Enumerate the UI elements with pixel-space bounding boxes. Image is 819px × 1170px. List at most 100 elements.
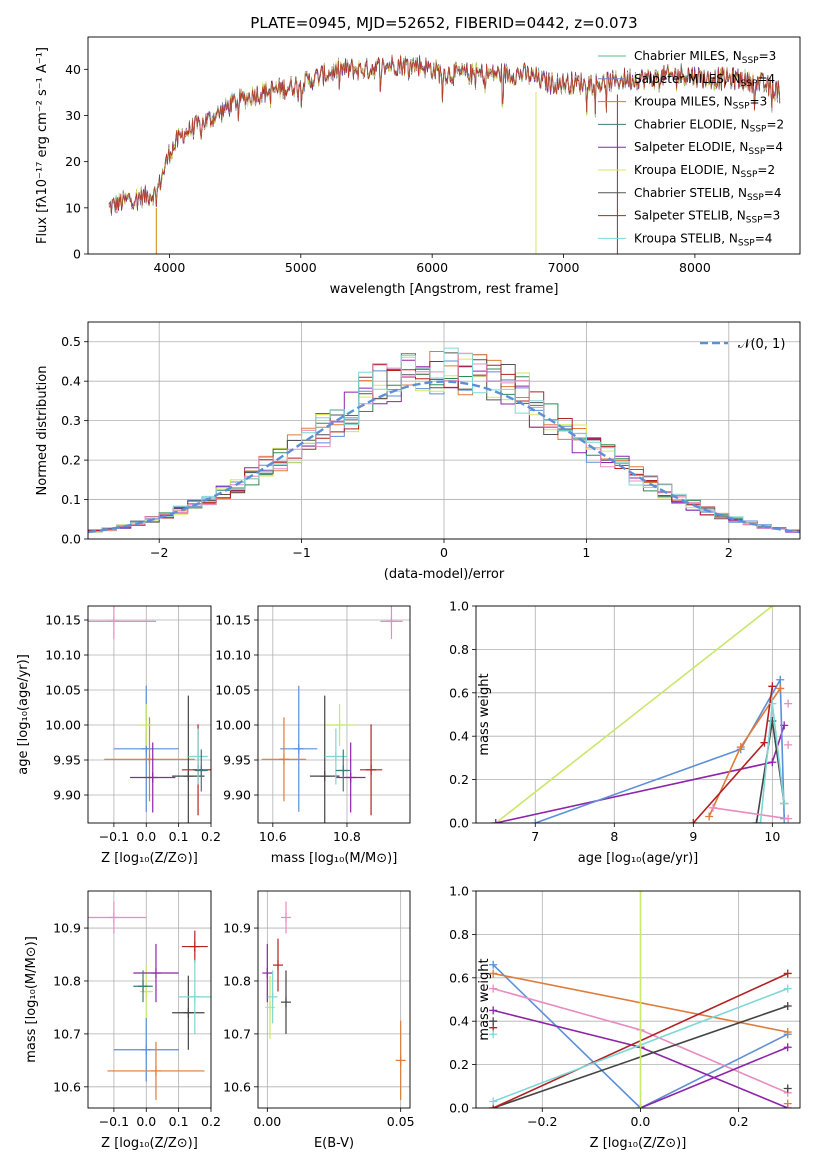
data-point: [380, 606, 403, 639]
y-tick-label: 0.0: [449, 1101, 469, 1116]
x-tick-label: −1: [292, 545, 310, 560]
y-tick-label: 0.4: [449, 1014, 469, 1029]
weight-marker: [768, 758, 777, 767]
plot-area: [262, 901, 406, 1101]
data-point: [335, 749, 351, 792]
axes-frame: [87, 890, 212, 1109]
weight-marker: [489, 984, 498, 993]
weight-line: [640, 1046, 789, 1108]
axes-2: −0.1 0.0 0.1 0.2 9.90 9.95 10.00 10.05 10.10 10.1…: [16, 605, 221, 866]
x-tick-label: 0.0: [136, 1114, 156, 1129]
x-tick-label: 10.8: [333, 829, 361, 844]
weight-line: [495, 725, 785, 823]
axes-6: 0.00 0.05 10.6 10.7 10.8 10.9 E(B-V): [223, 890, 415, 1151]
x-axis-label: Z [log₁₀(Z/Z⊙)]: [590, 1136, 687, 1151]
y-tick-label: 1.0: [449, 599, 469, 614]
data-point: [104, 717, 195, 802]
weight-marker: [531, 819, 540, 823]
x-axis-label: Z [log₁₀(Z/Z⊙)]: [101, 851, 198, 866]
x-tick-label: 0.2: [201, 829, 221, 844]
data-point: [281, 901, 291, 934]
weight-marker: [783, 1084, 792, 1093]
legend: Chabrier MILES, NSSP=3 Salpeter MILES, NS…: [598, 49, 784, 248]
legend-label: 𝒩(0, 1): [738, 337, 785, 352]
y-tick-label: 10.05: [215, 683, 251, 698]
y-tick-label: 9.95: [223, 753, 251, 768]
legend-label: Chabrier ELODIE, NSSP=2: [634, 117, 784, 134]
data-point: [261, 717, 307, 802]
axes-frame: [257, 605, 411, 824]
x-axis-label: mass [log₁₀(M/M⊙)]: [271, 851, 398, 866]
x-tick-label: 0.05: [387, 1114, 415, 1129]
y-tick-label: 0.1: [61, 492, 81, 507]
y-tick-label: 10.9: [53, 921, 81, 936]
y-tick-label: 0.8: [449, 927, 469, 942]
weight-marker: [776, 675, 785, 684]
plot-area: [489, 891, 792, 1108]
chart-title: PLATE=0945, MJD=52652, FIBERID=0442, z=0…: [250, 14, 637, 32]
weight-marker: [736, 743, 745, 752]
plot-area: [88, 901, 211, 1101]
x-tick-label: 0.0: [136, 829, 156, 844]
x-tick-label: 0.0: [631, 1114, 651, 1129]
gaussian-curve: [88, 380, 800, 534]
x-tick-label: 6000: [416, 260, 448, 275]
weight-marker: [783, 984, 792, 993]
y-tick-label: 0.6: [449, 970, 469, 985]
y-tick-label: 0.4: [61, 374, 81, 389]
y-tick-label: 10.6: [53, 1079, 81, 1094]
y-tick-label: 10.7: [223, 1026, 251, 1041]
axes-5: −0.1 0.0 0.1 0.2 10.6 10.7 10.8 10.9 Z [log₁₀(Z/…: [24, 890, 221, 1151]
weight-marker: [783, 1043, 792, 1052]
x-tick-label: 1: [582, 545, 590, 560]
y-axis-label: mass [log₁₀(M/M⊙)]: [24, 936, 39, 1063]
y-tick-label: 10.7: [53, 1026, 81, 1041]
y-axis-label: Flux [fλ10⁻¹⁷ erg cm⁻² s⁻¹ A⁻¹]: [35, 47, 50, 244]
plot-area: [88, 606, 211, 823]
data-point: [267, 970, 278, 1024]
weight-marker: [768, 606, 777, 610]
x-tick-label: −0.1: [99, 829, 129, 844]
y-axis-label: age [log₁₀(age/yr)]: [16, 654, 31, 775]
y-tick-label: 0.5: [61, 334, 81, 349]
data-point: [139, 704, 153, 746]
data-point: [359, 724, 383, 816]
y-tick-label: 10.8: [53, 973, 81, 988]
weight-line: [712, 807, 789, 820]
y-tick-label: 10.00: [215, 718, 251, 733]
plot-area: [261, 606, 403, 823]
legend-label: Kroupa MILES, NSSP=3: [634, 95, 767, 112]
data-point: [107, 1041, 205, 1101]
weight-marker: [705, 812, 714, 821]
weight-marker: [783, 1002, 792, 1011]
y-tick-label: 0.2: [449, 772, 469, 787]
data-point: [265, 975, 275, 1040]
weight-marker: [709, 803, 718, 812]
legend-label: Kroupa STELIB, NSSP=4: [634, 231, 772, 248]
y-tick-label: 9.95: [53, 753, 81, 768]
x-tick-label: −2: [150, 545, 168, 560]
plot-area: [491, 606, 793, 823]
y-tick-label: 0.2: [61, 453, 81, 468]
x-axis-label: Z [log₁₀(Z/Z⊙)]: [101, 1136, 198, 1151]
weight-marker: [776, 684, 785, 693]
weight-marker: [489, 969, 498, 978]
x-tick-label: 0.2: [201, 1114, 221, 1129]
legend-label: Chabrier STELIB, NSSP=4: [634, 186, 782, 203]
data-point: [172, 695, 205, 823]
y-tick-label: 10.15: [215, 613, 251, 628]
y-axis-label: mass weight: [477, 673, 492, 755]
y-tick-label: 9.90: [53, 788, 81, 803]
weight-marker: [768, 682, 777, 691]
x-axis-label: wavelength [Angstrom, rest frame]: [330, 282, 559, 297]
x-tick-label: −0.2: [527, 1114, 557, 1129]
y-tick-label: 10.05: [45, 683, 81, 698]
x-tick-label: 9: [689, 829, 697, 844]
x-axis-label: age [log₁₀(age/yr)]: [578, 851, 699, 866]
legend-label: Salpeter MILES, NSSP=4: [634, 72, 775, 89]
weight-marker: [784, 814, 793, 823]
x-tick-label: 10.6: [259, 829, 287, 844]
legend-label: Salpeter STELIB, NSSP=3: [634, 209, 780, 226]
x-tick-label: 0.2: [729, 1114, 749, 1129]
x-tick-label: 0.1: [169, 829, 189, 844]
